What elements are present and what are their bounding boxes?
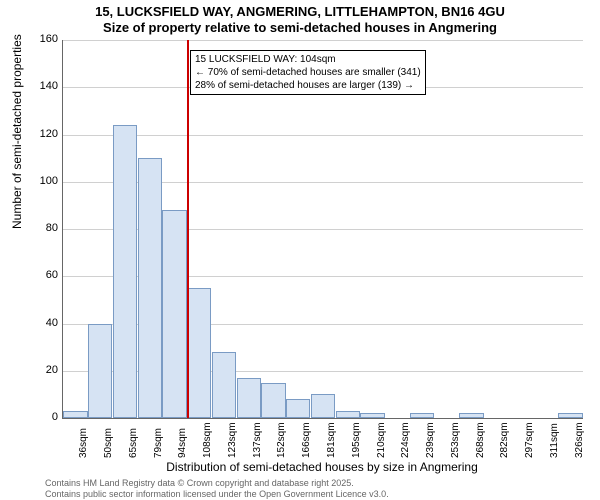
- footer-line2: Contains public sector information licen…: [45, 489, 389, 500]
- chart-title-line1: 15, LUCKSFIELD WAY, ANGMERING, LITTLEHAM…: [0, 4, 600, 19]
- annotation-line1: 15 LUCKSFIELD WAY: 104sqm: [195, 53, 421, 66]
- footer-line1: Contains HM Land Registry data © Crown c…: [45, 478, 389, 489]
- annotation-line2: ← 70% of semi-detached houses are smalle…: [195, 66, 421, 79]
- x-tick-label: 253sqm: [450, 422, 461, 458]
- x-tick-label: 94sqm: [177, 428, 188, 458]
- histogram-bar: [237, 378, 261, 418]
- histogram-bar: [187, 288, 211, 418]
- x-tick-label: 108sqm: [202, 422, 213, 458]
- gridline: [63, 135, 583, 136]
- x-tick-label: 195sqm: [351, 422, 362, 458]
- x-tick-label: 166sqm: [301, 422, 312, 458]
- x-tick-label: 282sqm: [499, 422, 510, 458]
- x-tick-label: 65sqm: [128, 428, 139, 458]
- gridline: [63, 40, 583, 41]
- chart-title-line2: Size of property relative to semi-detach…: [0, 20, 600, 35]
- plot-area: [62, 40, 583, 419]
- x-tick-label: 239sqm: [425, 422, 436, 458]
- y-tick-label: 60: [28, 269, 58, 281]
- marker-line: [187, 40, 189, 418]
- y-axis-label: Number of semi-detached properties: [10, 34, 24, 229]
- y-tick-label: 140: [28, 80, 58, 92]
- histogram-bar: [261, 383, 285, 418]
- histogram-bar: [162, 210, 186, 418]
- histogram-bar: [459, 413, 483, 418]
- x-tick-label: 36sqm: [78, 428, 89, 458]
- x-tick-label: 181sqm: [326, 422, 337, 458]
- x-tick-label: 79sqm: [153, 428, 164, 458]
- y-tick-label: 120: [28, 128, 58, 140]
- x-tick-label: 123sqm: [227, 422, 238, 458]
- x-tick-label: 297sqm: [524, 422, 535, 458]
- x-tick-label: 268sqm: [475, 422, 486, 458]
- histogram-bar: [113, 125, 137, 418]
- x-tick-label: 210sqm: [376, 422, 387, 458]
- histogram-bar: [286, 399, 310, 418]
- x-tick-label: 311sqm: [549, 423, 560, 458]
- x-tick-label: 326sqm: [574, 422, 585, 458]
- histogram-bar: [63, 411, 87, 418]
- y-tick-label: 160: [28, 33, 58, 45]
- histogram-bar: [410, 413, 434, 418]
- histogram-bar: [138, 158, 162, 418]
- y-tick-label: 80: [28, 222, 58, 234]
- y-tick-label: 20: [28, 364, 58, 376]
- y-tick-label: 0: [28, 411, 58, 423]
- y-tick-label: 40: [28, 317, 58, 329]
- histogram-bar: [336, 411, 360, 418]
- chart-container: 15, LUCKSFIELD WAY, ANGMERING, LITTLEHAM…: [0, 0, 600, 500]
- x-axis-label: Distribution of semi-detached houses by …: [62, 460, 582, 474]
- annotation-line3: 28% of semi-detached houses are larger (…: [195, 79, 421, 92]
- x-tick-label: 152sqm: [276, 422, 287, 458]
- histogram-bar: [558, 413, 582, 418]
- histogram-bar: [88, 324, 112, 419]
- x-tick-label: 137sqm: [252, 422, 263, 458]
- x-tick-label: 50sqm: [103, 428, 114, 458]
- histogram-bar: [311, 394, 335, 418]
- annotation-box: 15 LUCKSFIELD WAY: 104sqm ← 70% of semi-…: [190, 50, 426, 95]
- histogram-bar: [212, 352, 236, 418]
- footer: Contains HM Land Registry data © Crown c…: [45, 478, 389, 500]
- y-tick-label: 100: [28, 175, 58, 187]
- x-tick-label: 224sqm: [400, 422, 411, 458]
- histogram-bar: [360, 413, 384, 418]
